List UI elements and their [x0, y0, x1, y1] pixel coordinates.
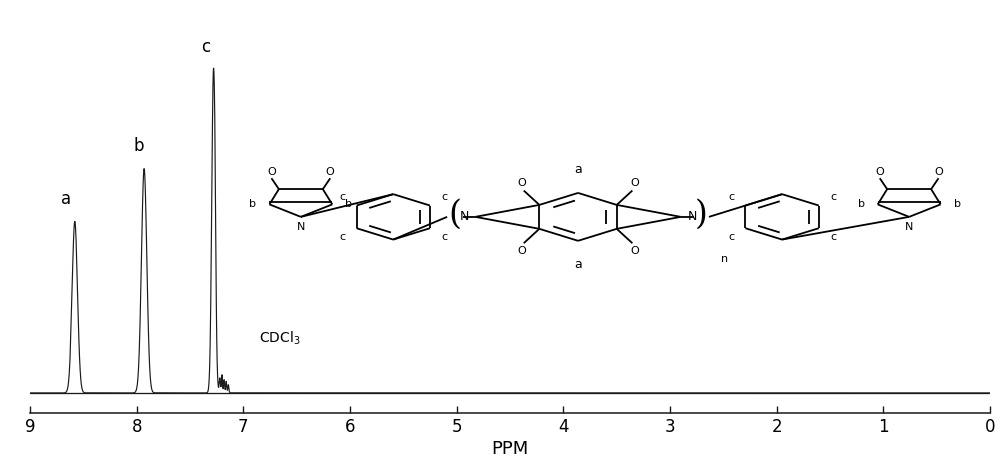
Text: b: b	[134, 137, 144, 155]
Text: CDCl$_3$: CDCl$_3$	[259, 329, 301, 347]
Text: a: a	[61, 190, 71, 208]
Text: (: (	[448, 199, 461, 231]
Text: c: c	[201, 38, 211, 56]
Text: N: N	[297, 222, 305, 233]
Text: c: c	[441, 192, 447, 202]
Text: a: a	[574, 257, 582, 271]
Text: N: N	[905, 222, 913, 233]
Text: O: O	[630, 246, 639, 256]
X-axis label: PPM: PPM	[491, 440, 529, 458]
Text: O: O	[630, 178, 639, 188]
Text: c: c	[728, 192, 734, 202]
Text: N: N	[459, 211, 469, 223]
Text: c: c	[441, 232, 447, 242]
Text: c: c	[830, 192, 836, 202]
Text: O: O	[267, 166, 276, 177]
Text: a: a	[574, 163, 582, 176]
Text: b: b	[249, 199, 256, 209]
Text: n: n	[720, 254, 728, 264]
Text: O: O	[517, 246, 526, 256]
Text: O: O	[517, 178, 526, 188]
Text: c: c	[830, 232, 836, 242]
Text: N: N	[687, 211, 697, 223]
Text: O: O	[875, 166, 884, 177]
Text: c: c	[728, 232, 734, 242]
Text: O: O	[934, 166, 943, 177]
Text: b: b	[954, 199, 961, 209]
Text: O: O	[326, 166, 335, 177]
Text: ): )	[695, 199, 708, 231]
Text: c: c	[339, 232, 345, 242]
Text: b: b	[858, 199, 865, 209]
Text: b: b	[345, 199, 352, 209]
Text: c: c	[339, 192, 345, 202]
